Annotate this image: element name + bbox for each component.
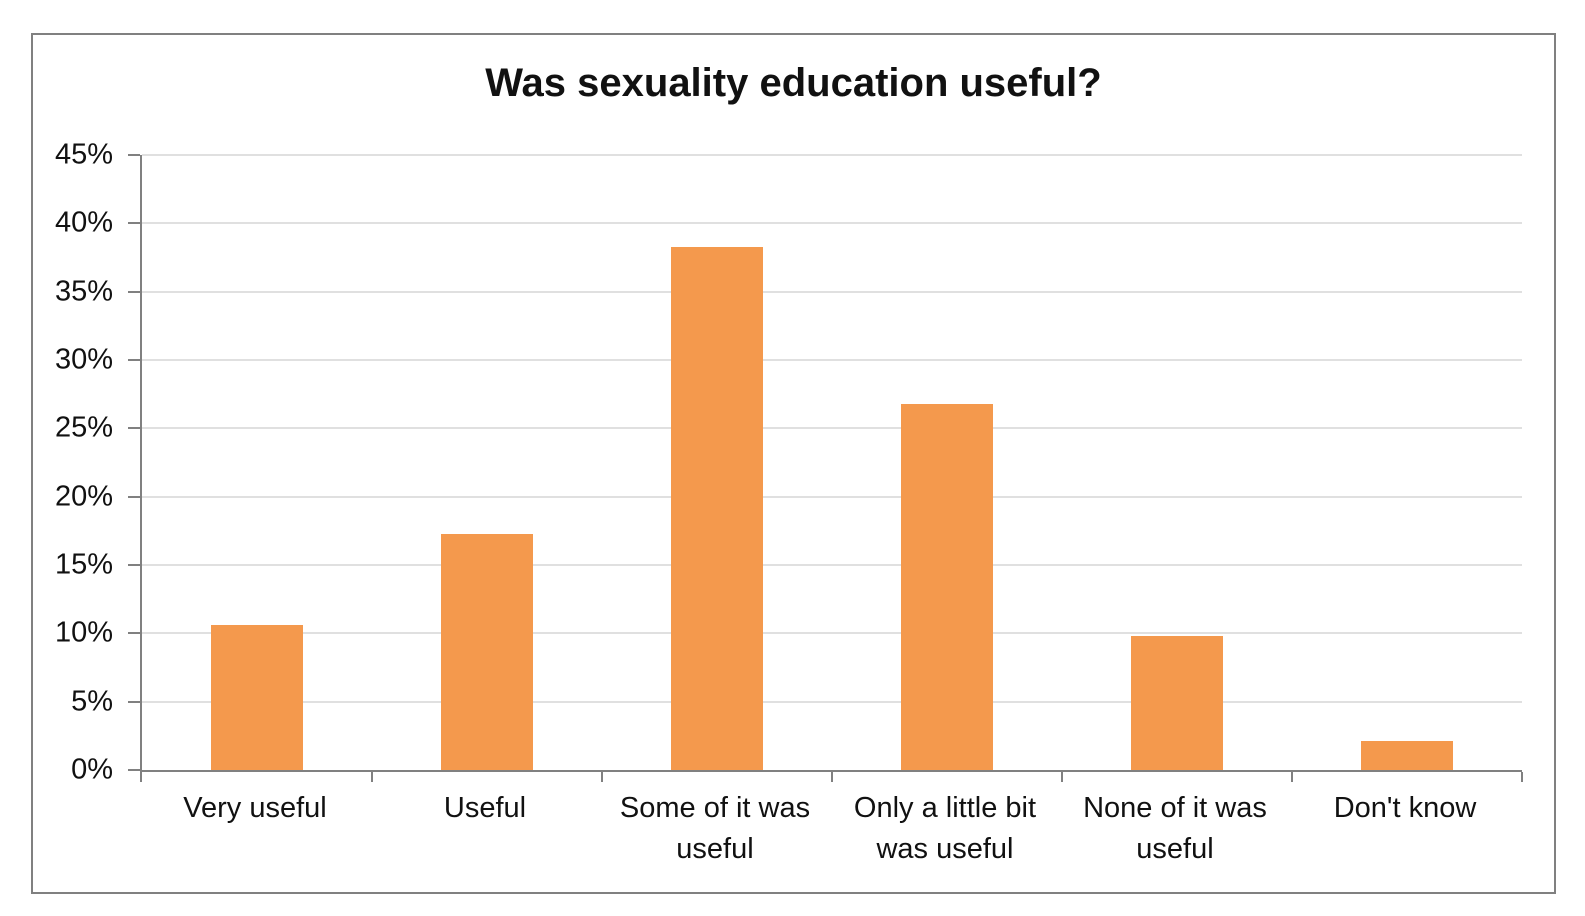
plot-area [128,154,1523,782]
bar-only-a-little-bit-was-useful [901,404,993,770]
y-axis-tick [128,769,140,771]
y-axis-tick-label: 35% [54,275,113,308]
x-axis-tick [1521,772,1523,782]
gridline [142,222,1522,224]
bar-don-t-know [1361,741,1453,770]
y-axis-tick [128,427,140,429]
y-axis-tick-label: 20% [54,480,113,513]
x-axis-category-label: Don't know [1333,792,1477,824]
y-axis-tick-label: 10% [54,616,113,649]
x-axis-tick [1061,772,1063,782]
x-axis-labels: Very useful Useful Some of it was useful On… [140,788,1520,883]
x-axis-tick [831,772,833,782]
y-axis-tick [128,359,140,361]
y-axis-tick-label: 0% [71,753,113,786]
chart-title: Was sexuality education useful? [485,61,1102,105]
x-axis-category-label: Useful [443,792,527,824]
y-axis-tick-label: 5% [71,685,113,718]
y-axis-tick-label: 25% [54,411,113,444]
gridline [142,632,1522,634]
x-axis-tick [371,772,373,782]
x-axis-category-label: None of it was useful [1083,792,1267,865]
x-axis-tick [1291,772,1293,782]
x-axis-category-label: Only a little bit was useful [853,792,1037,865]
chart-frame: Was sexuality education useful? 0% 5% 10% 1… [31,33,1556,894]
y-axis-tick [128,701,140,703]
bar-some-of-it-was-useful [671,247,763,770]
x-axis-tick [601,772,603,782]
gridline [142,564,1522,566]
bar-useful [441,534,533,770]
gridline [142,427,1522,429]
gridline [142,291,1522,293]
y-axis-tick-label: 15% [54,548,113,581]
y-axis-labels: 0% 5% 10% 15% 20% 25% 30% 35% 40% 45% [33,139,113,786]
y-axis-tick-label: 45% [54,138,113,171]
bar-very-useful [211,625,303,770]
x-axis-category-label: Very useful [183,792,327,824]
y-axis-tick-label: 30% [54,343,113,376]
gridline [142,154,1522,156]
x-axis-category-label: Some of it was useful [619,792,811,865]
x-axis-tick [140,772,142,782]
bar-none-of-it-was-useful [1131,636,1223,770]
y-axis-tick [128,154,140,156]
gridline [142,496,1522,498]
y-axis-tick [128,222,140,224]
gridline [142,359,1522,361]
y-axis-tick [128,291,140,293]
y-axis-tick-label: 40% [54,206,113,239]
y-axis-tick [128,564,140,566]
gridline [142,701,1522,703]
y-axis-tick [128,632,140,634]
y-axis-tick [128,496,140,498]
